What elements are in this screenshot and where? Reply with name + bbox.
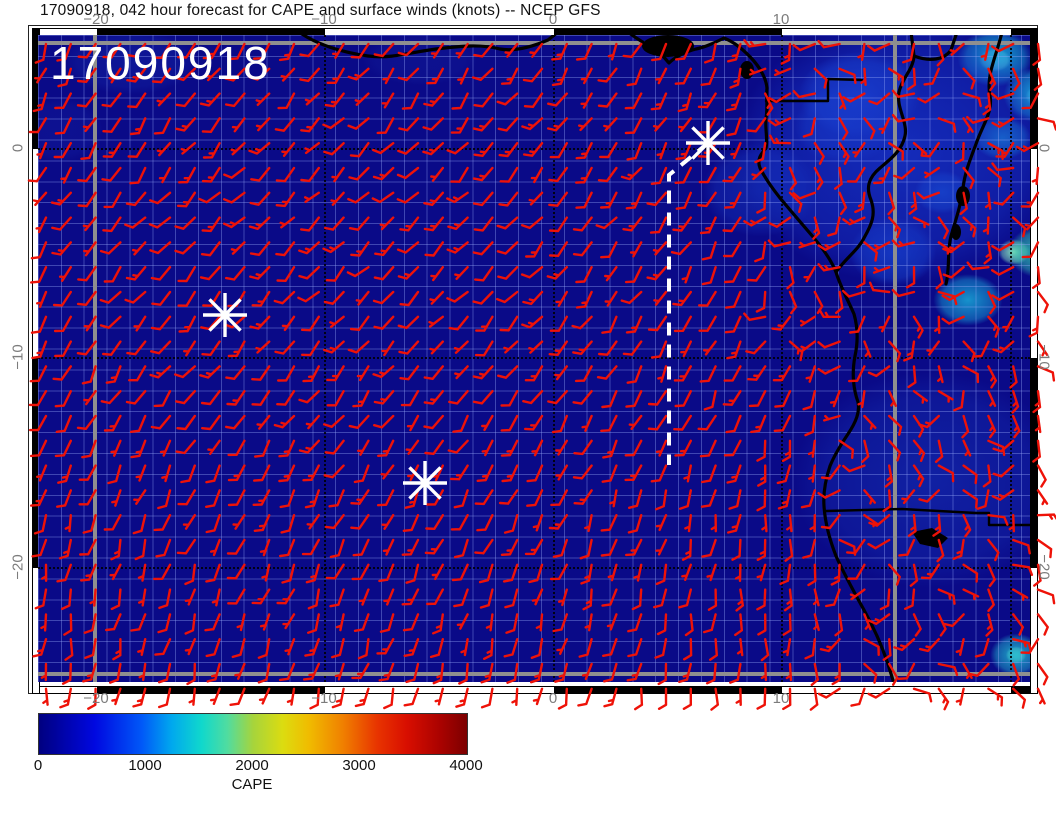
neatline-segment (325, 687, 554, 693)
axis-tick-top-2: 0 (548, 11, 558, 28)
neatline-segment (97, 29, 325, 35)
colorbar-tick-2: 2000 (235, 757, 269, 774)
coastline-path (834, 35, 916, 274)
coastline-layer (300, 35, 1030, 682)
coastline-path (629, 35, 896, 682)
axis-tick-right-2: −20 (1035, 554, 1053, 580)
land-feature (740, 61, 754, 79)
coastline-path (944, 35, 1003, 286)
colorbar-tick-3: 3000 (342, 757, 376, 774)
neatline-segment (1011, 29, 1037, 35)
map-area (38, 35, 1030, 682)
neatline-segment (1031, 358, 1037, 568)
chart-title: 17090918, 042 hour forecast for CAPE and… (40, 2, 601, 19)
datetime-overlay-label: 17090918 (50, 37, 271, 89)
axis-tick-bottom-3: 10 (772, 690, 790, 707)
neatline-segment (554, 29, 782, 35)
axis-tick-top-3: 10 (772, 11, 790, 28)
neatline-segment (554, 687, 782, 693)
axis-tick-bottom-0: −20 (83, 690, 109, 707)
axis-tick-left-1: −10 (9, 344, 27, 370)
land-feature (951, 224, 961, 240)
colorbar-tick-1: 1000 (128, 757, 162, 774)
colorbar (38, 713, 468, 755)
neatline-segment (33, 29, 97, 35)
axis-tick-top-1: −10 (311, 11, 337, 28)
neatline-segment (1031, 149, 1037, 358)
neatline-segment (325, 29, 554, 35)
coastline-path (764, 77, 864, 103)
axis-tick-bottom-1: −10 (311, 690, 337, 707)
colorbar-title: CAPE (231, 776, 273, 793)
axis-tick-left-2: −20 (9, 554, 27, 580)
axis-tick-right-1: −10 (1035, 344, 1053, 370)
colorbar-tick-0: 0 (33, 757, 43, 774)
land-feature (956, 186, 970, 206)
colorbar-tick-4: 4000 (449, 757, 483, 774)
land-feature (912, 528, 948, 548)
neatline-segment (782, 687, 1011, 693)
axis-tick-bottom-2: 0 (548, 690, 558, 707)
neatline-bottom (32, 686, 1038, 694)
axis-tick-left-0: 0 (9, 143, 27, 153)
neatline-segment (782, 29, 1011, 35)
neatline-segment (97, 687, 325, 693)
coastline-path (824, 507, 1030, 527)
axis-tick-right-0: 0 (1035, 143, 1053, 153)
coastline-path (912, 35, 958, 61)
land-feature (642, 35, 694, 57)
axis-tick-top-0: −20 (83, 11, 109, 28)
neatline-segment (1031, 29, 1037, 149)
coastline-path (300, 35, 557, 59)
neatline-segment (1031, 568, 1037, 693)
